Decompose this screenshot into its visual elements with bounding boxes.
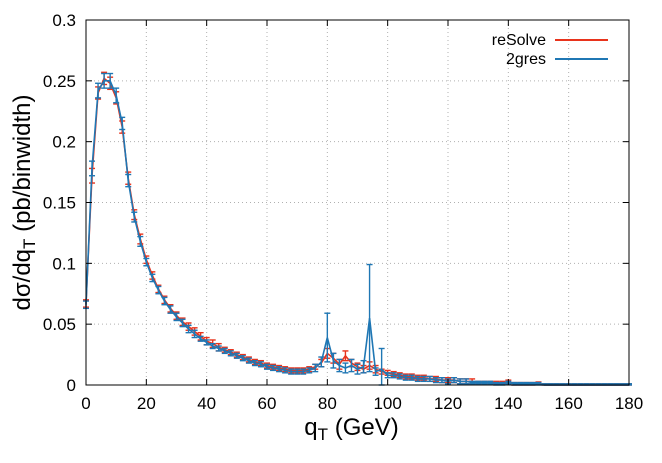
x-tick-label: 20: [137, 394, 156, 413]
y-tick-label: 0.15: [43, 194, 76, 213]
y-axis-title: dσ/dqT (pb/binwidth): [9, 95, 39, 311]
legend-label-2gres: 2gres: [506, 51, 546, 68]
series-2gres: [83, 72, 632, 386]
y-axis-title-subscript: T: [20, 239, 39, 249]
x-tick-label: 100: [373, 394, 401, 413]
x-tick-label: 80: [318, 394, 337, 413]
x-tick-label: 0: [81, 394, 90, 413]
x-tick-label: 40: [197, 394, 216, 413]
y-axis-title-main: dσ/dq: [9, 249, 36, 311]
x-tick-label: 60: [258, 394, 277, 413]
x-axis-title-subscript: T: [318, 425, 328, 444]
legend: reSolve 2gres: [492, 32, 608, 68]
x-axis-title-rest: (GeV): [328, 414, 399, 441]
y-tick-label: 0.1: [52, 254, 76, 273]
y-axis-title-rest: (pb/binwidth): [9, 95, 36, 239]
legend-label-reSolve: reSolve: [492, 32, 546, 49]
y-tick-label: 0: [67, 376, 76, 395]
x-tick-label: 160: [554, 394, 582, 413]
axis-ticks: 0 20 40 60 80 100 120 140 160 180 0 0.05 0.1 0.15 0.2 0…: [43, 11, 643, 413]
y-tick-label: 0.05: [43, 315, 76, 334]
y-tick-label: 0.25: [43, 72, 76, 91]
x-axis-title-main: q: [304, 414, 317, 441]
x-tick-label: 120: [434, 394, 462, 413]
y-tick-label: 0.2: [52, 133, 76, 152]
x-tick-label: 180: [615, 394, 643, 413]
y-tick-label: 0.3: [52, 11, 76, 30]
x-axis-title: qT (GeV): [304, 414, 398, 444]
x-tick-label: 140: [494, 394, 522, 413]
